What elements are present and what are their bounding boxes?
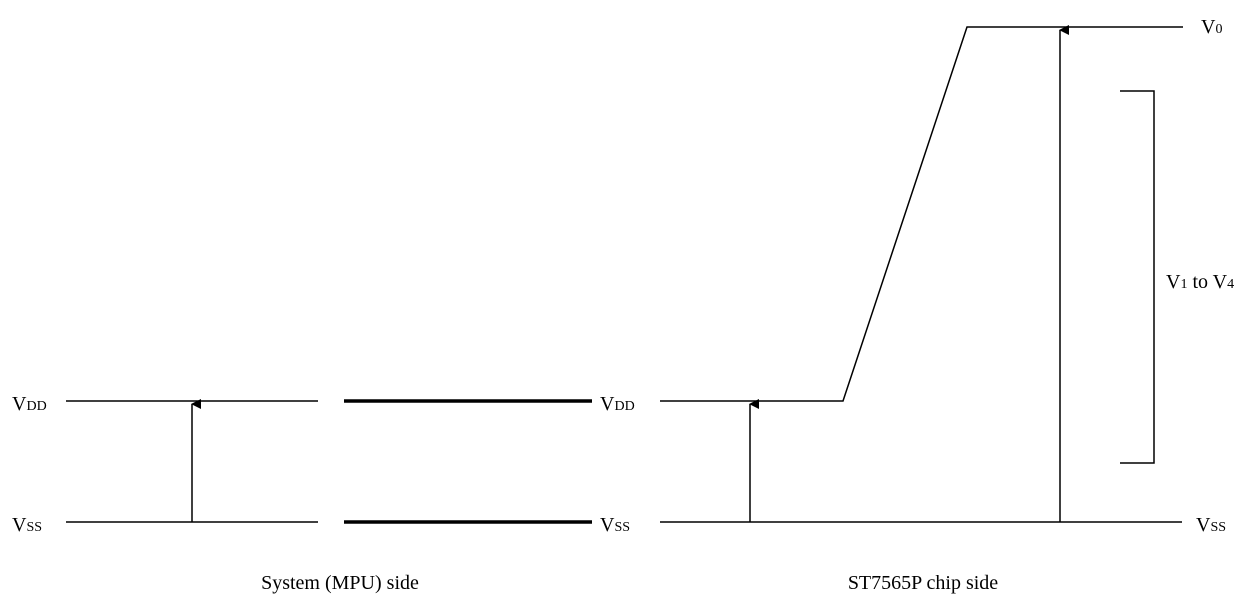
chip-vdd-to-v0-line [660, 26, 1183, 402]
chip-vdd-label: VDD [600, 393, 635, 415]
v1-to-v4-label: V1 to V4 [1166, 271, 1234, 293]
chip-vss-right-label: VSS [1196, 514, 1226, 536]
chip-vss-label: VSS [600, 514, 630, 536]
v1-to-v4-bracket [1120, 90, 1155, 464]
v0-label: V0 [1201, 16, 1222, 38]
chip-side-caption: ST7565P chip side [848, 572, 998, 594]
mpu-vss-label: VSS [12, 514, 42, 536]
mpu-side-caption: System (MPU) side [261, 572, 419, 594]
mpu-vdd-label: VDD [12, 393, 47, 415]
